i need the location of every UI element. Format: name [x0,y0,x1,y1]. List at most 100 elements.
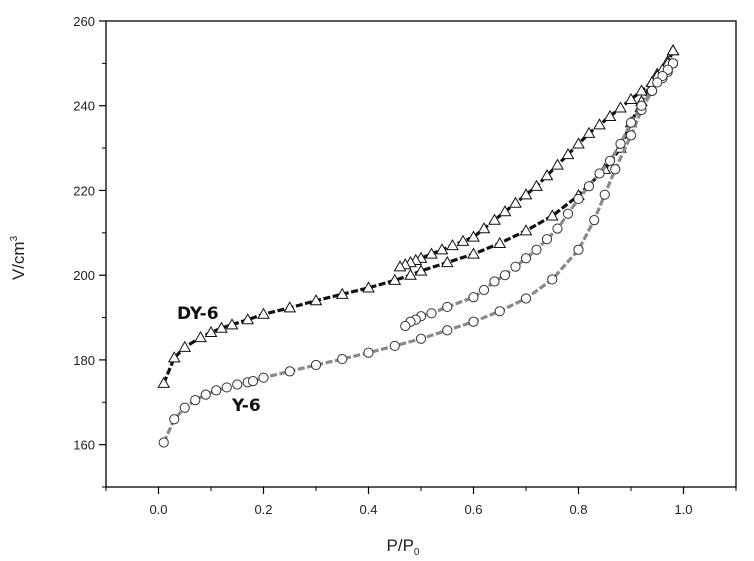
data-point-triangle [440,255,454,268]
series-y6 [158,58,679,448]
data-point-triangle [572,137,585,149]
data-point-triangle [215,321,228,333]
data-point-circle [520,253,532,264]
data-point-triangle [635,84,648,96]
data-point-circle [258,372,269,383]
data-point-circle [541,234,553,245]
data-point-circle [652,77,663,88]
data-point-triangle [593,118,606,130]
data-point-circle [552,223,563,234]
data-point-triangle [477,222,491,234]
y-tick-label: 200 [73,268,95,283]
data-point-triangle [488,213,501,225]
data-point-circle [547,274,558,285]
x-tick-label: 1.0 [674,502,692,517]
data-point-triangle [456,234,470,246]
y-axis-title: V/cm3 [9,235,28,280]
data-point-circle [415,333,427,344]
data-point-circle [562,208,574,219]
data-point-triangle [582,126,596,138]
data-point-triangle [551,158,564,170]
data-point-circle [589,215,600,226]
data-point-circle [284,366,295,377]
data-point-triangle [194,330,207,343]
data-point-triangle [467,247,480,259]
data-point-circle [636,100,647,111]
data-point-triangle [425,247,438,259]
data-point-triangle [257,307,270,319]
data-point-triangle [283,301,297,313]
y-tick-label: 220 [73,183,95,198]
x-tick-label: 0.4 [359,502,377,517]
data-point-circle [510,261,521,272]
x-tick-label: 0.2 [254,502,272,517]
data-point-circle [573,193,584,205]
data-point-triangle [167,351,181,363]
data-point-circle [400,320,411,332]
data-point-triangle [309,294,323,306]
data-point-triangle [509,196,522,208]
data-point-triangle [414,264,428,276]
data-point-circle [179,402,190,413]
data-point-triangle [335,287,349,299]
x-tick-label: 0.8 [569,502,587,517]
series-layer [157,44,680,448]
data-point-triangle [493,236,507,249]
data-point-circle [211,385,222,396]
data-point-triangle [519,224,533,236]
data-point-triangle [561,147,575,160]
data-point-triangle [204,325,218,337]
data-point-triangle [624,92,638,104]
data-point-circle [494,306,505,317]
data-point-circle [221,382,232,393]
data-point-triangle [393,260,407,272]
data-point-circle [531,244,542,255]
data-point-circle [363,347,374,358]
y-tick-label: 160 [73,438,95,453]
data-point-circle [200,389,211,400]
data-point-circle [599,189,610,200]
data-point-triangle [614,101,627,113]
data-point-triangle [666,44,680,56]
data-point-circle [169,414,180,425]
data-point-circle [604,155,616,166]
data-point-triangle [178,340,192,352]
data-point-circle [478,284,490,296]
data-point-circle [499,270,511,281]
data-point-triangle [241,313,255,325]
data-point-circle [625,117,637,128]
data-point-circle [573,244,584,255]
series-dy6 [157,44,680,388]
data-point-circle [594,168,605,179]
data-point-triangle [498,205,512,217]
data-point-triangle [530,179,543,191]
data-point-circle [426,308,437,319]
x-axis-title-subscript: 0 [414,547,420,558]
y-axis-title-superscript: 3 [9,235,20,241]
y-tick-label: 240 [73,99,95,114]
axis-ticks: 0.0 0.2 0.4 0.6 0.8 1.0 160 180 200 220 240 260 [73,14,737,517]
data-point-triangle [603,109,617,121]
series-line-desorption [404,62,675,328]
data-point-circle [442,325,453,336]
data-point-triangle [467,230,480,242]
data-point-triangle [362,281,375,293]
data-point-circle [389,340,400,352]
data-point-triangle [519,188,533,200]
data-point-triangle [435,243,449,255]
data-point-circle [310,359,322,371]
series-line-desorption [399,50,675,269]
series-label-dy6: DY-6 [177,304,219,324]
data-point-circle [583,181,595,192]
data-point-circle [646,85,658,97]
data-point-triangle [388,273,402,285]
data-point-circle [247,375,259,387]
data-point-triangle [545,209,559,221]
data-point-triangle [225,318,239,330]
data-point-triangle [157,376,171,388]
data-point-circle [190,395,201,406]
data-point-circle [625,130,637,141]
data-point-circle [610,164,621,175]
series-label-y6: Y-6 [231,396,261,416]
